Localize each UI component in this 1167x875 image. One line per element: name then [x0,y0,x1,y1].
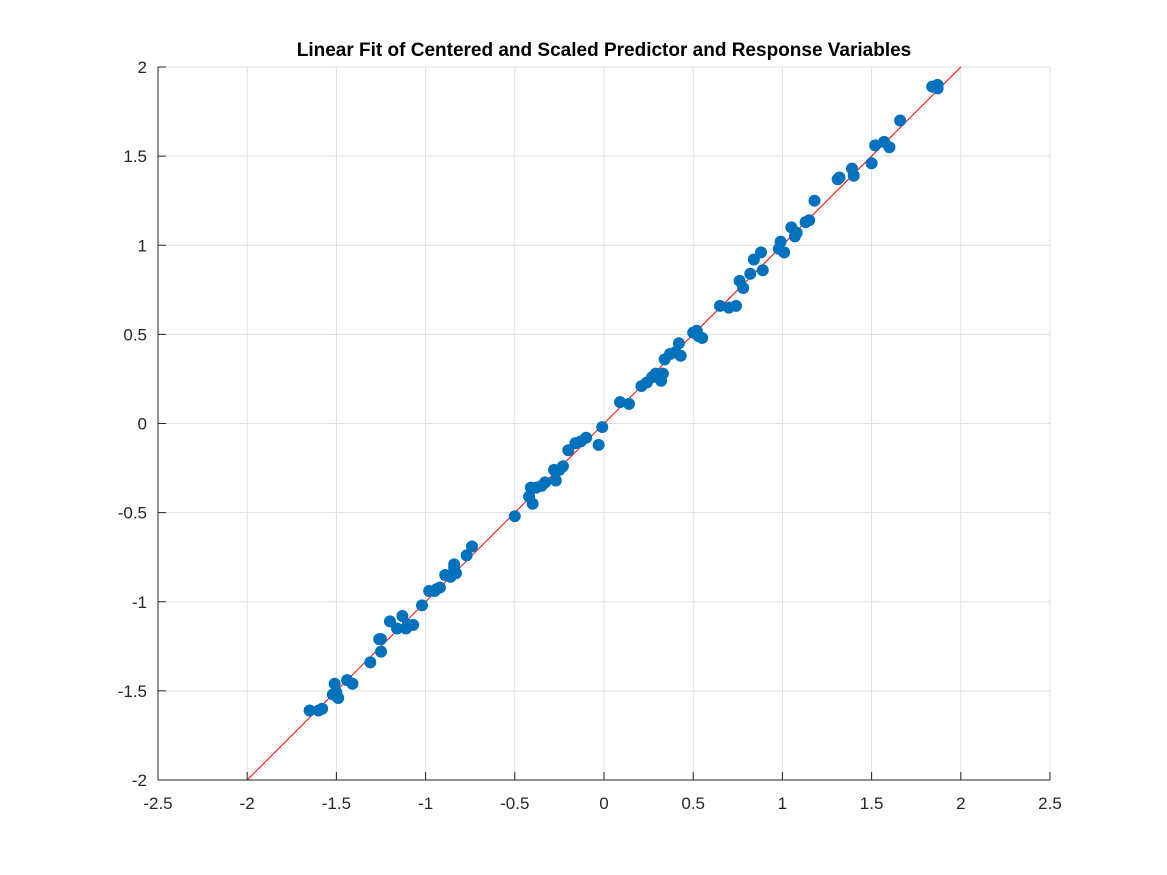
data-point [391,622,404,635]
y-tick-label: -2 [132,771,147,790]
data-point [865,157,878,170]
data-point [713,299,726,312]
data-point [883,141,896,154]
y-tick-label: 2 [138,58,147,77]
data-point [416,599,429,612]
data-point [622,397,635,410]
x-tick-label: -1 [418,794,433,813]
y-tick-label: 1.5 [123,147,147,166]
y-tick-label: 0 [138,415,147,434]
x-ticks: -2.5 -2 -1.5 -1 -0.5 0 0.5 1 1.5 2 2.5 [143,772,1062,813]
data-point [449,567,462,580]
data-point [465,540,478,553]
data-point [508,510,521,523]
data-point [672,337,685,350]
data-point [375,645,387,658]
data-point [790,226,803,239]
data-point [596,421,609,434]
data-point [364,656,377,669]
data-point [433,581,446,594]
x-tick-label: 1 [778,794,787,813]
data-point [549,474,562,487]
data-point [460,549,473,562]
data-point [346,677,359,690]
data-point [754,246,767,259]
data-point [696,331,709,344]
data-point [656,367,669,380]
data-point [328,677,341,690]
x-tick-label: 0 [599,794,608,813]
x-tick-label: 0.5 [681,794,705,813]
data-point [580,431,593,444]
data-point [778,246,791,259]
y-tick-label: -0.5 [118,504,147,523]
data-point [756,264,769,277]
x-tick-label: -1.5 [322,794,351,813]
data-point [847,169,860,182]
x-tick-label: 2 [956,794,965,813]
data-point [808,194,821,207]
data-point [894,114,907,127]
data-point [833,171,846,184]
y-tick-label: -1 [132,593,147,612]
data-point [316,702,329,715]
data-points [303,78,944,717]
data-point [539,476,552,489]
x-tick-label: -2.5 [143,794,172,813]
y-tick-label: -1.5 [118,682,147,701]
data-point [396,610,409,623]
y-ticks: -2 -1.5 -1 -0.5 0 0.5 1 1.5 2 [118,58,166,790]
x-tick-label: -0.5 [500,794,529,813]
data-point [375,633,387,646]
data-point [803,214,816,227]
data-point [407,618,420,631]
data-point [931,82,944,95]
data-point [526,497,539,510]
data-point [674,349,687,362]
chart-title: Linear Fit of Centered and Scaled Predic… [297,40,912,61]
y-tick-label: 1 [138,236,147,255]
data-point [774,235,787,248]
data-point [614,396,627,409]
data-point [744,267,757,280]
data-point [303,704,316,717]
data-point [332,692,345,705]
data-point [592,438,605,451]
x-tick-label: -2 [240,794,255,813]
data-point [737,282,750,295]
data-point [556,460,569,473]
x-tick-label: 1.5 [860,794,884,813]
x-tick-label: 2.5 [1038,794,1062,813]
data-point [730,299,743,312]
y-tick-label: 0.5 [123,325,147,344]
